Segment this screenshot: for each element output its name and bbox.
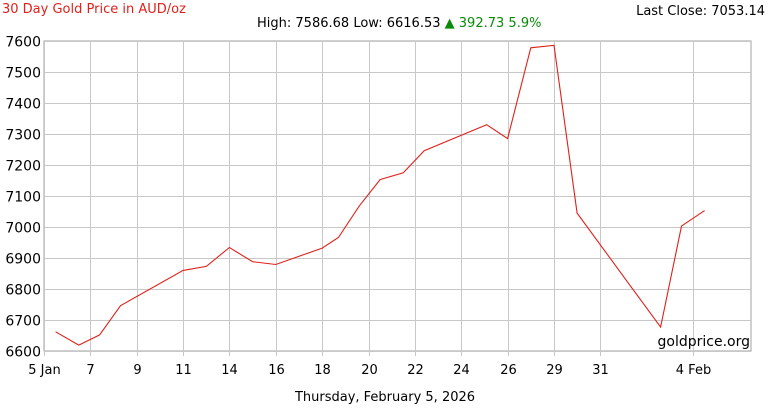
y-tick-label: 6600	[5, 345, 41, 361]
x-tick-label: 7	[86, 363, 94, 378]
low-value: 6616.53	[386, 16, 441, 31]
watermark: goldprice.org	[657, 334, 750, 350]
last-close-label: Last Close:	[636, 4, 708, 19]
high-value: 7586.68	[295, 16, 350, 31]
chart-title: 30 Day Gold Price in AUD/oz	[2, 2, 186, 17]
x-tick-label: 5 Jan	[28, 363, 60, 378]
price-line	[55, 44, 705, 346]
y-tick-label: 7600	[5, 35, 41, 51]
x-tick-label: 16	[268, 363, 285, 378]
y-axis-ticks: 6600 6700 6800 6900 7000 7100 7200 7300 7400 7500…	[5, 35, 41, 361]
y-tick-label: 7200	[5, 159, 41, 175]
y-tick-label: 6800	[5, 283, 41, 299]
change-value: 392.73	[458, 16, 505, 31]
x-tick-label: 31	[592, 363, 609, 378]
y-tick-label: 7100	[5, 190, 41, 206]
x-tick-label: 20	[361, 363, 378, 378]
x-tick-label: 18	[314, 363, 331, 378]
x-tick-label: 29	[546, 363, 563, 378]
x-axis-title: Thursday, February 5, 2026	[294, 390, 476, 405]
x-tick-label: 26	[500, 363, 517, 378]
x-tick-label: 4 Feb	[676, 363, 711, 378]
chart-grid	[43, 40, 752, 356]
last-close-value: 7053.14	[711, 4, 765, 19]
change-up-arrow-icon: ▲	[444, 16, 455, 31]
x-tick-label: 9	[133, 363, 141, 378]
x-tick-label: 24	[453, 363, 470, 378]
low-label: Low:	[353, 16, 383, 31]
high-label: High:	[257, 16, 292, 31]
last-close: Last Close: 7053.14	[636, 4, 765, 19]
y-tick-label: 6900	[5, 252, 41, 268]
x-tick-label: 14	[221, 363, 238, 378]
y-tick-label: 7500	[5, 66, 41, 82]
x-tick-label: 11	[175, 363, 192, 378]
x-axis-ticks: 5 Jan 7 9 11 14 16 18 20 22 24 26 29 31 4 Feb	[28, 363, 711, 378]
y-tick-label: 7000	[5, 221, 41, 237]
y-tick-label: 7400	[5, 97, 41, 113]
y-tick-label: 7300	[5, 128, 41, 144]
y-tick-label: 6700	[5, 314, 41, 330]
price-stats: High: 7586.68 Low: 6616.53 ▲ 392.73 5.9%	[257, 16, 541, 31]
change-percent: 5.9%	[508, 16, 542, 31]
x-tick-label: 22	[407, 363, 424, 378]
price-series	[55, 44, 705, 346]
